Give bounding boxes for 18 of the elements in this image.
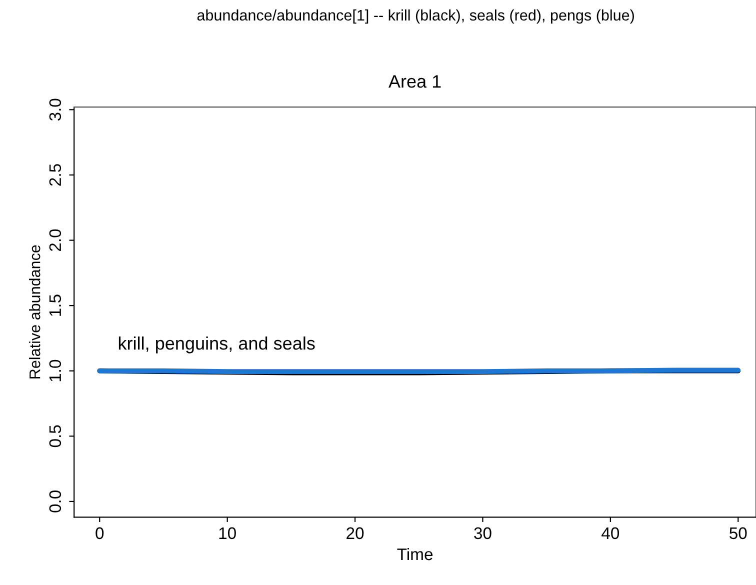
x-tick-label: 0 xyxy=(96,527,104,540)
x-tick-label: 20 xyxy=(346,527,364,540)
y-tick-label: 1.5 xyxy=(49,294,62,316)
x-tick-label: 10 xyxy=(219,527,236,540)
y-tick-label: 1.0 xyxy=(49,360,62,382)
y-tick-label: 0.5 xyxy=(49,425,62,448)
y-tick-label: 3.0 xyxy=(49,98,62,121)
chart-subtitle: abundance/abundance[1] -- krill (black), seals (red), pengs (blue) xyxy=(197,9,634,24)
y-tick-label: 2.5 xyxy=(49,164,62,186)
x-tick-label: 30 xyxy=(474,527,492,540)
x-tick-label: 50 xyxy=(730,527,747,540)
y-tick-label: 2.0 xyxy=(49,229,62,252)
x-axis-title: Time xyxy=(397,548,433,560)
chart-title: Area 1 xyxy=(388,75,441,88)
y-tick-label: 0.0 xyxy=(49,490,62,512)
x-tick-label: 40 xyxy=(602,527,620,540)
y-axis-title: Relative abundance xyxy=(29,245,40,378)
annotation: krill, penguins, and seals xyxy=(118,336,315,354)
